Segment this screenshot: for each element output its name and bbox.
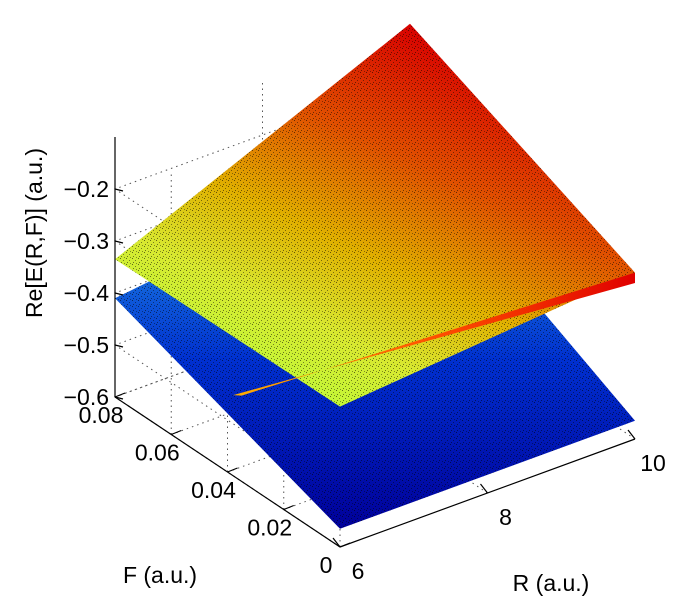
- z-tick: [114, 188, 124, 192]
- r-tick: [332, 537, 341, 548]
- f-tick-label: 0.08: [79, 402, 124, 428]
- y-axis-label: F (a.u.): [123, 562, 197, 588]
- z-tick-label: −0.6: [64, 384, 109, 410]
- z-tick-label: −0.5: [64, 332, 109, 358]
- z-tick: [114, 292, 124, 296]
- f-tick-label: 0.04: [191, 477, 236, 503]
- f-tick: [171, 429, 182, 436]
- x-axis-label: R (a.u.): [513, 570, 590, 596]
- f-tick: [227, 467, 238, 473]
- z-tick-label: −0.3: [64, 228, 109, 254]
- r-tick-label: 10: [640, 450, 666, 476]
- r-tick-label: 6: [352, 558, 365, 584]
- surfaces: [115, 23, 635, 529]
- r-tick: [627, 429, 636, 440]
- axes: −0.6 −0.5 −0.4 −0.3 −0.2 0 0.02 0.04 0.06 0.08 6 8 1…: [64, 137, 666, 584]
- r-tick-label: 8: [499, 504, 512, 530]
- z-tick-label: −0.2: [64, 176, 109, 202]
- f-tick-label: 0.02: [247, 515, 292, 541]
- r-tick: [480, 483, 488, 494]
- f-tick: [114, 392, 126, 398]
- upper-surface-texture: [115, 23, 635, 407]
- z-axis-label: Re[E(R,F)] (a.u.): [21, 148, 47, 318]
- z-tick-label: −0.4: [64, 280, 110, 306]
- f-tick-label: 0: [320, 552, 333, 578]
- z-tick: [114, 344, 124, 348]
- f-tick: [283, 504, 294, 511]
- z-tick: [114, 240, 124, 244]
- f-tick-label: 0.06: [135, 440, 180, 466]
